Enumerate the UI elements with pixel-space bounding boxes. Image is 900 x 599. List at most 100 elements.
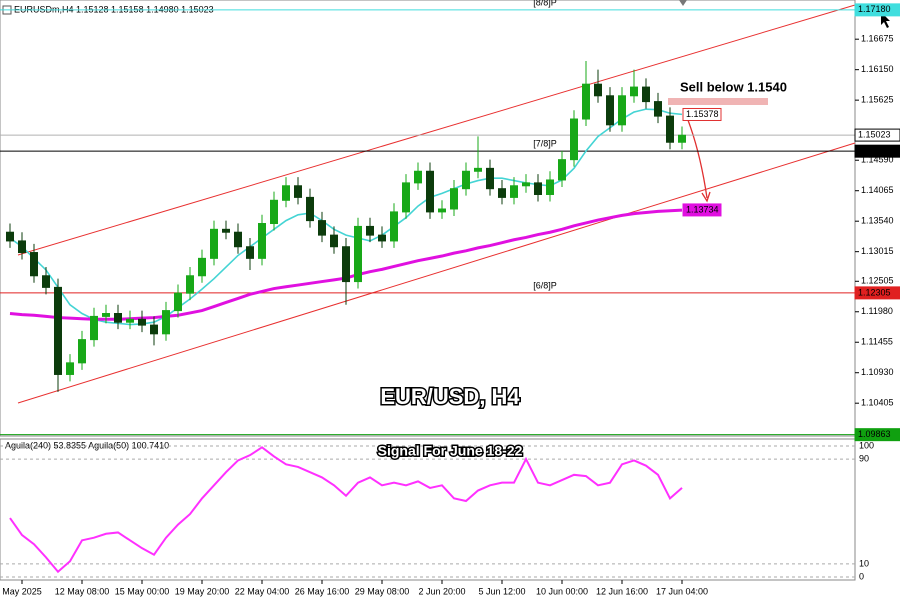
y-tick-label: 1.12505 (861, 276, 894, 286)
candle-body (534, 182, 542, 195)
candle-body (462, 170, 470, 190)
y-tick-label: 1.11455 (861, 337, 893, 347)
candle-body (18, 240, 26, 254)
arrow (685, 114, 708, 199)
channel-upper (17, 4, 856, 256)
candle-body (666, 115, 674, 143)
indicator-panel (0, 438, 856, 581)
y-tick-label: 0 (859, 571, 864, 581)
candle-body (330, 234, 338, 248)
candle-body (78, 339, 86, 364)
candle-body (222, 228, 230, 233)
candle-body (174, 292, 182, 312)
level-box (854, 128, 900, 142)
candle-body (474, 167, 482, 172)
x-tick-label: 10 Jun 00:00 (536, 586, 588, 596)
candle-body (30, 252, 38, 277)
x-tick-label: 22 May 04:00 (235, 586, 290, 596)
moving-average (9, 108, 683, 326)
candle-body (438, 208, 446, 213)
candle-body (630, 86, 638, 97)
candle-body (498, 188, 506, 198)
level-box (854, 428, 900, 442)
level-label: 1.14746 (858, 146, 891, 156)
candle-body (234, 231, 242, 248)
candle-body (198, 257, 206, 277)
candle-body (606, 95, 614, 126)
candle-body (510, 185, 518, 198)
level-tag: [7/8]P (533, 139, 557, 149)
y-tick-label: 1.11980 (861, 306, 893, 316)
arrow-head (701, 191, 711, 203)
candle-body (582, 83, 590, 120)
candle-body (258, 223, 266, 259)
candle-body (546, 179, 554, 195)
candle-body (654, 101, 662, 117)
candle-body (66, 362, 74, 375)
y-tick-label: 1.10930 (861, 367, 894, 377)
y-tick-label: 1.15625 (861, 95, 894, 105)
x-tick-label: 12 Jun 16:00 (596, 586, 648, 596)
x-tick-label: May 2025 (2, 586, 42, 596)
y-tick-label: 90 (859, 453, 869, 463)
candle-body (450, 188, 458, 210)
indicator-title: Signal For June 18-22 (378, 443, 523, 459)
y-tick-label: 100 (859, 440, 874, 450)
candle-body (102, 313, 110, 317)
level-box (854, 144, 900, 158)
x-tick-label: 5 Jun 12:00 (478, 586, 525, 596)
candle-body (246, 246, 254, 259)
candle-body (138, 318, 146, 326)
candle-body (210, 228, 218, 259)
x-tick-label: 12 May 08:00 (55, 586, 110, 596)
level-box (854, 286, 900, 300)
candle-body (678, 134, 686, 143)
indicator-info: Aguila(240) 53.8355 Aguila(50) 100.7410 (5, 440, 169, 450)
candle-body (426, 170, 434, 213)
candle-body (522, 182, 530, 187)
y-tick-label: 1.16675 (861, 34, 894, 44)
y-tick-label: 10 (859, 558, 869, 568)
y-tick-label: 1.13015 (861, 246, 894, 256)
candle-body (342, 246, 350, 283)
candle-body (618, 95, 626, 126)
candle-body (294, 185, 302, 198)
price-tag-box (682, 203, 722, 217)
candle-body (378, 234, 386, 242)
candle-body (570, 118, 578, 161)
candle-body (402, 182, 410, 213)
price-panel (0, 0, 856, 437)
x-tick-label: 2 Jun 20:00 (418, 586, 465, 596)
level-tag: [8/8]P (533, 0, 557, 7)
y-tick-label: 1.16150 (861, 64, 894, 74)
annotation: Sell below 1.1540 (680, 79, 787, 94)
level-box (854, 3, 900, 17)
price-tag-label: 1.15378 (686, 109, 719, 119)
y-tick-label: 1.14065 (861, 185, 894, 195)
indicator-line (9, 446, 683, 574)
y-tick-label: 1.13540 (861, 216, 894, 226)
candle-body (54, 286, 62, 375)
candle-body (558, 159, 566, 181)
y-tick-label: 1.14590 (861, 155, 894, 165)
candle-body (114, 313, 122, 323)
level-label: 1.12305 (858, 287, 891, 297)
candle-body (150, 324, 158, 335)
level-label: 1.15023 (858, 129, 891, 139)
x-tick-label: 17 Jun 04:00 (656, 586, 708, 596)
candle-body (270, 199, 278, 225)
channel-lower (17, 142, 856, 404)
shift-marker (679, 0, 687, 6)
candle-body (414, 170, 422, 184)
sell-zone (668, 98, 768, 105)
y-tick-label: 1.10405 (861, 398, 894, 408)
candle-body (282, 185, 290, 201)
chart-title: EUR/USD, H4 (380, 384, 520, 409)
candle-body (486, 167, 494, 190)
candle-body (42, 275, 50, 288)
price-tag-label: 1.13734 (686, 204, 719, 214)
x-tick-label: 29 May 08:00 (355, 586, 410, 596)
x-tick-label: 19 May 20:00 (175, 586, 230, 596)
level-label: 1.09863 (858, 429, 891, 439)
